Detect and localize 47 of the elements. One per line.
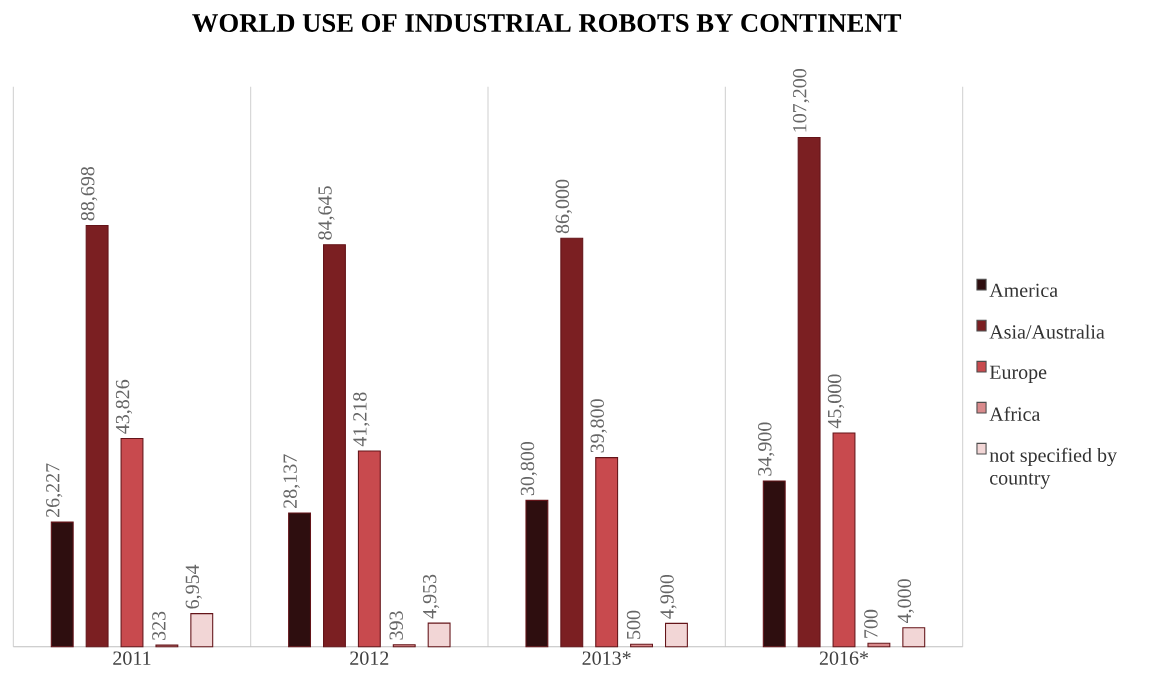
bar (120, 437, 144, 648)
x-tick-label: 2013* (582, 651, 631, 665)
bar (797, 136, 821, 648)
data-label: 84,645 (318, 186, 335, 240)
data-label: 34,900 (758, 422, 775, 476)
data-label: 86,000 (555, 179, 572, 234)
bar (427, 622, 451, 648)
x-tick-label: 2012 (350, 651, 389, 665)
data-label: 88,698 (80, 166, 98, 221)
bar (525, 499, 549, 648)
bar (762, 480, 786, 648)
legend-label: Africa (989, 406, 1041, 421)
data-label: 41,218 (353, 392, 370, 447)
bar (664, 622, 688, 648)
bar (357, 450, 381, 648)
data-label: 393 (389, 611, 403, 640)
legend-label: not specified by country (989, 447, 1117, 489)
data-label: 30,800 (520, 441, 538, 496)
bar (560, 237, 584, 648)
data-label: 4,000 (897, 579, 914, 623)
data-label: 6,954 (185, 564, 202, 609)
data-label: 28,137 (283, 454, 300, 508)
data-label: 26,227 (46, 463, 63, 517)
bar (595, 456, 619, 648)
bar (85, 224, 109, 648)
bar (288, 512, 312, 648)
data-label: 500 (626, 610, 641, 639)
bar (902, 626, 926, 648)
bar (190, 612, 214, 648)
legend-label: Asia/Australia (989, 324, 1105, 339)
data-label: 4,953 (422, 574, 440, 619)
data-label: 107,200 (792, 68, 810, 132)
x-tick-label: 2016* (819, 651, 869, 665)
data-label: 39,800 (590, 398, 607, 453)
bar (867, 642, 891, 648)
bar (322, 243, 346, 648)
data-label: 43,826 (115, 379, 133, 434)
chart-title: WORLD USE OF INDUSTRIAL ROBOTS BY CONTINENT (192, 13, 902, 32)
legend-label: America (989, 283, 1058, 297)
legend-label: Europe (989, 365, 1047, 383)
data-label: 45,000 (827, 374, 845, 429)
bar (832, 432, 856, 648)
data-label: 4,900 (660, 574, 677, 619)
bar (50, 521, 74, 648)
data-label: 700 (864, 609, 878, 638)
data-label: 323 (152, 611, 166, 640)
x-tick-label: 2011 (113, 651, 151, 665)
